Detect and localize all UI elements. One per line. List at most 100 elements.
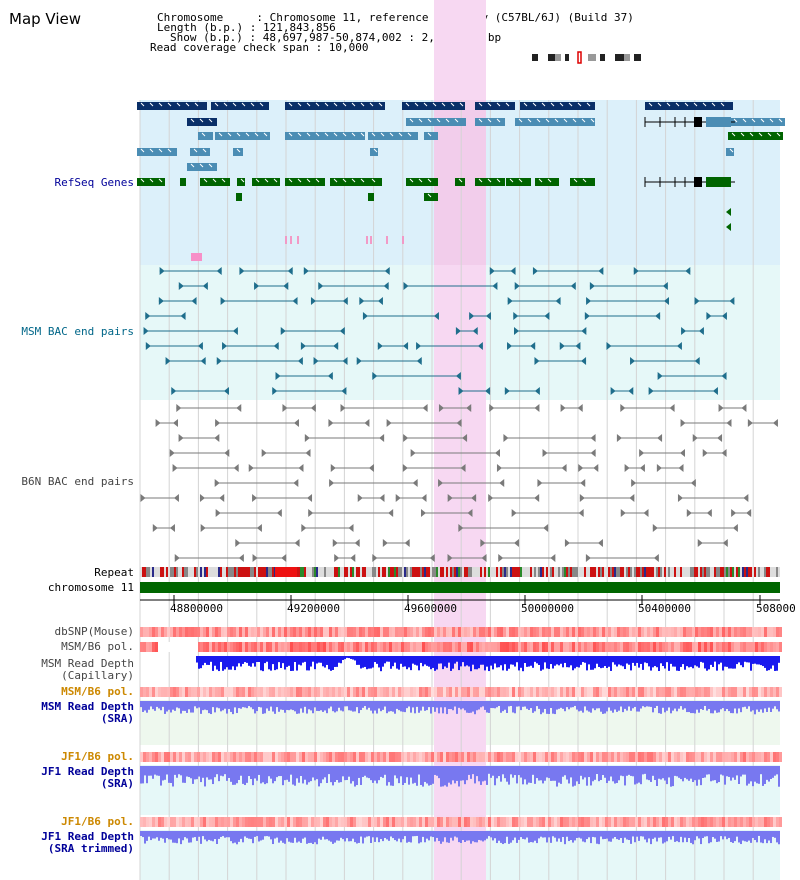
msm-sra-depth-bar <box>752 701 754 711</box>
repeat-element <box>318 567 320 577</box>
msm-b6-pol-cell <box>155 642 158 652</box>
track-label-msm-depth-sra-1[interactable]: MSM Read Depth <box>41 700 134 713</box>
jf1-b6-pol2-cell <box>563 817 566 827</box>
jf1-sra-depth-bar <box>488 766 490 774</box>
dbsnp-cell <box>464 627 467 637</box>
repeat-element <box>396 567 398 577</box>
jf1-b6-pol2-cell <box>314 817 317 827</box>
dbsnp-cell <box>284 627 287 637</box>
jf1-trim-depth-bar <box>720 831 722 837</box>
msm-b6-pol2-cell <box>515 687 518 697</box>
msm-b6-pol-cell <box>269 642 272 652</box>
msm-sra-depth-bar <box>370 701 372 711</box>
track-label-refseq[interactable]: RefSeq Genes <box>54 176 134 189</box>
msm-sra-depth-bar <box>316 701 318 711</box>
msm-cap-depth-bar <box>766 656 768 671</box>
msm-sra-depth-bar <box>522 701 524 707</box>
msm-sra-depth-bar <box>472 701 474 712</box>
msm-sra-depth-bar <box>704 701 706 706</box>
track-label-msm-bac[interactable]: MSM BAC end pairs <box>21 325 134 338</box>
jf1-trim-depth-bar <box>220 831 222 837</box>
jf1-sra-depth-bar <box>744 766 746 775</box>
jf1-trim-depth-bar <box>486 831 488 839</box>
jf1-b6-pol-cell <box>620 752 623 762</box>
jf1-trim-depth-bar <box>210 831 212 841</box>
b6n-bac-end <box>214 434 220 442</box>
jf1-sra-depth-bar <box>718 766 720 783</box>
track-label-b6n-bac[interactable]: B6N BAC end pairs <box>21 475 134 488</box>
track-label-jf1-depth-sra-1[interactable]: JF1 Read Depth <box>41 765 134 778</box>
jf1-b6-pol2-cell <box>524 817 527 827</box>
track-label-msm-b6-pol[interactable]: MSM/B6 pol. <box>61 640 134 653</box>
msm-cap-depth-bar <box>670 656 672 664</box>
repeat-block <box>275 567 297 577</box>
repeat-element <box>206 567 208 577</box>
gene-strand-mark <box>518 118 523 123</box>
msm-sra-depth-bar <box>296 701 298 714</box>
track-label-jf1-depth-trim-1[interactable]: JF1 Read Depth <box>41 830 134 843</box>
repeat-element <box>436 567 438 577</box>
gene-strand-mark <box>342 102 347 107</box>
msm-sra-depth-bar <box>728 701 730 712</box>
b6n-bac-end <box>747 419 753 427</box>
msm-b6-pol-cell <box>572 642 575 652</box>
msm-b6-pol2-cell <box>779 687 782 697</box>
msm-cap-depth-bar <box>726 656 728 667</box>
jf1-trim-depth-bar <box>162 831 164 839</box>
jf1-b6-pol2-cell <box>182 817 185 827</box>
repeat-element <box>300 567 302 577</box>
jf1-sra-depth-bar <box>452 766 454 781</box>
b6n-bac-end <box>404 539 410 547</box>
track-label-msm-depth-cap-2[interactable]: (Capillary) <box>61 669 134 682</box>
dbsnp-cell <box>701 627 704 637</box>
msm-cap-depth-bar <box>380 656 382 672</box>
msm-sra-depth-bar <box>348 701 350 711</box>
msm-b6-pol2-cell <box>308 687 311 697</box>
msm-cap-depth-bar <box>328 656 330 670</box>
dbsnp-cell <box>680 627 683 637</box>
track-label-jf1-depth-trim-2[interactable]: (SRA trimmed) <box>47 842 134 855</box>
msm-cap-depth-bar <box>306 656 308 671</box>
jf1-trim-depth-bar <box>606 831 608 839</box>
jf1-b6-pol2-cell <box>671 817 674 827</box>
jf1-trim-depth-bar <box>578 831 580 838</box>
gene-strand-mark <box>360 102 365 107</box>
msm-cap-depth-bar <box>480 656 482 665</box>
repeat-element <box>712 567 714 577</box>
jf1-b6-pol2-cell <box>467 817 470 827</box>
jf1-b6-pol2-cell <box>362 817 365 827</box>
msm-b6-pol2-cell <box>623 687 626 697</box>
msm-b6-pol2-cell <box>365 687 368 697</box>
jf1-b6-pol2-cell <box>407 817 410 827</box>
dbsnp-cell <box>323 627 326 637</box>
track-label-jf1-b6-pol-2[interactable]: JF1/B6 pol. <box>61 815 134 828</box>
jf1-b6-pol2-cell <box>695 817 698 827</box>
track-label-dbsnp[interactable]: dbSNP(Mouse) <box>54 625 134 638</box>
track-label-jf1-depth-sra-2[interactable]: (SRA) <box>100 777 134 790</box>
msm-sra-depth-bar <box>320 701 322 711</box>
track-label-msm-b6-pol-2[interactable]: MSM/B6 pol. <box>61 685 134 698</box>
msm-cap-depth-bar <box>470 656 472 672</box>
jf1-trim-depth-bar <box>734 831 736 842</box>
jf1-sra-depth-bar <box>368 766 370 779</box>
msm-sra-depth-bar <box>716 701 718 713</box>
msm-cap-depth-bar <box>722 656 724 671</box>
b6n-bac-end <box>200 524 206 532</box>
msm-cap-depth-bar <box>584 656 586 663</box>
msm-bac-end <box>598 267 604 275</box>
b6n-bac-end <box>252 494 258 502</box>
jf1-sra-depth-bar <box>148 766 150 776</box>
track-label-repeat[interactable]: Repeat <box>94 566 134 579</box>
jf1-sra-depth-bar <box>370 766 372 781</box>
repeat-element <box>224 567 226 577</box>
track-label-msm-depth-cap-1[interactable]: MSM Read Depth <box>41 657 134 670</box>
jf1-sra-depth-bar <box>182 766 184 783</box>
track-label-jf1-b6-pol[interactable]: JF1/B6 pol. <box>61 750 134 763</box>
msm-cap-depth-bar <box>624 656 626 670</box>
track-label-msm-depth-sra-2[interactable]: (SRA) <box>100 712 134 725</box>
track-label-chromosome[interactable]: chromosome 11 <box>47 581 134 594</box>
jf1-sra-depth-bar <box>576 766 578 782</box>
msm-b6-pol2-cell <box>260 687 263 697</box>
gene-strand-mark <box>496 118 501 123</box>
